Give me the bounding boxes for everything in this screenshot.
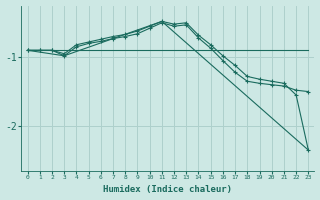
- X-axis label: Humidex (Indice chaleur): Humidex (Indice chaleur): [103, 185, 232, 194]
